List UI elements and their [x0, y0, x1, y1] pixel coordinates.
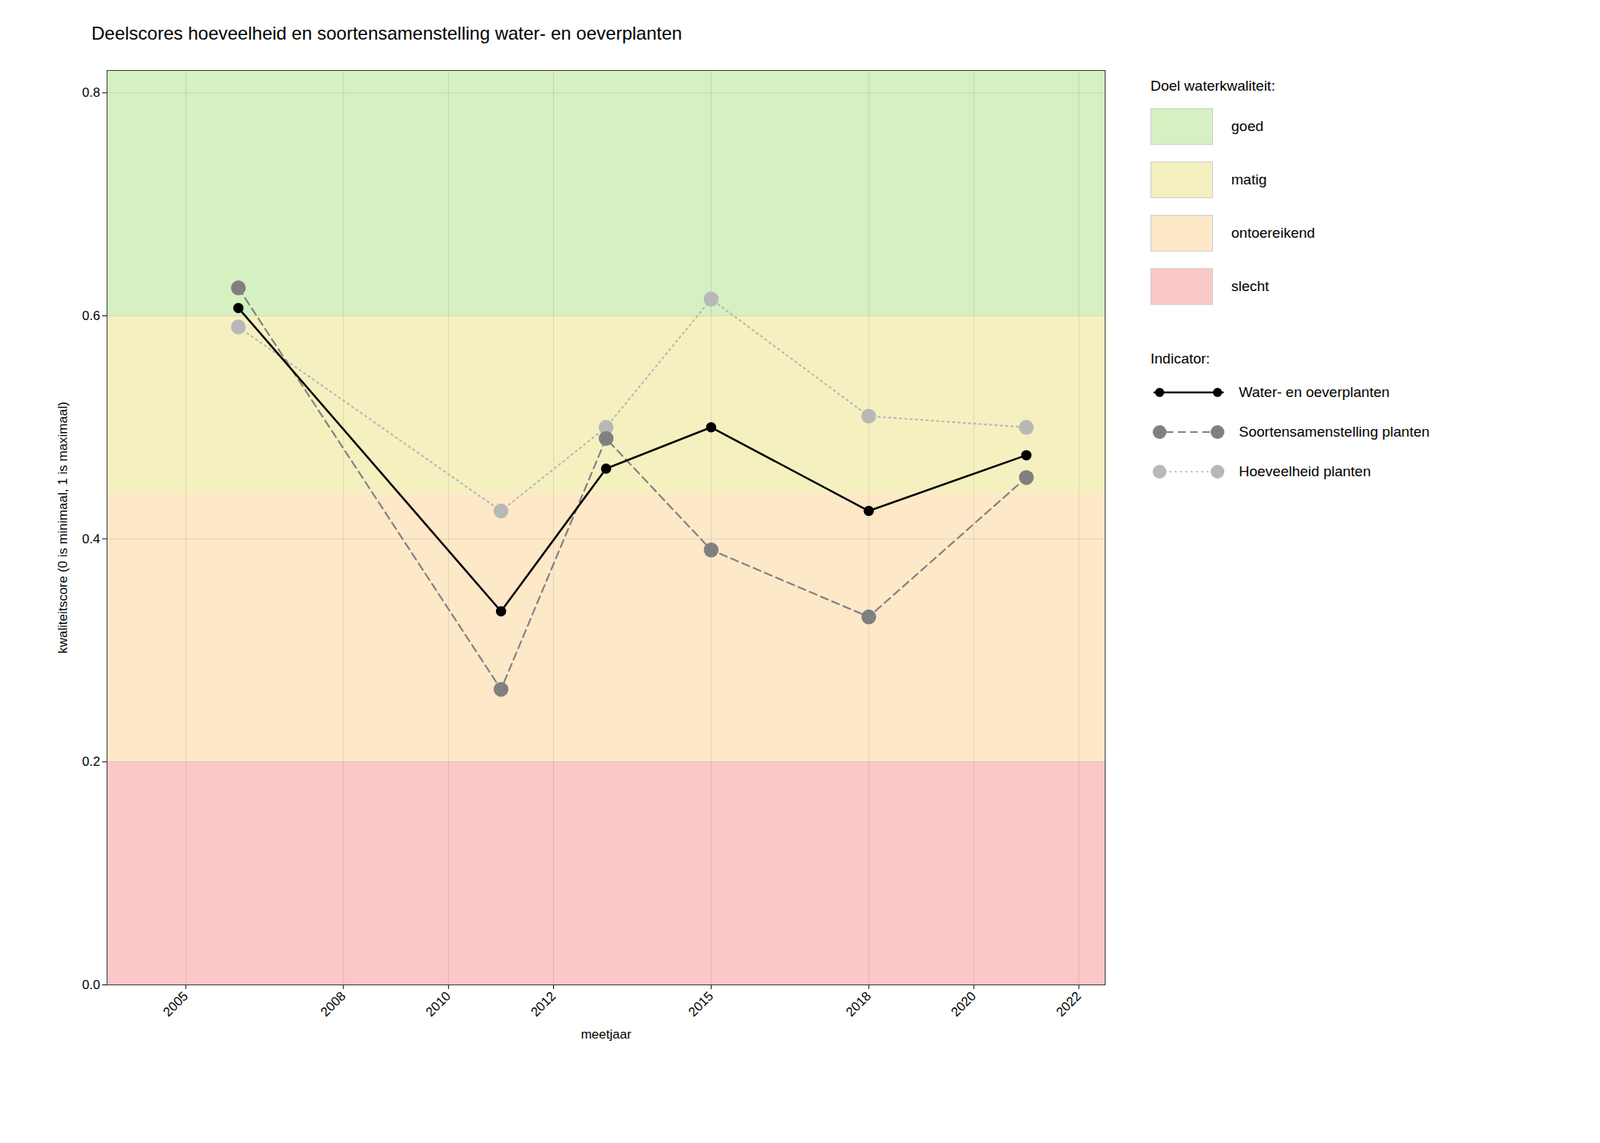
html-text:Soortensamenstelling planten: Soortensamenstelling planten [1238, 423, 1430, 440]
svg-text:0.4: 0.4 [82, 531, 101, 547]
svg-text:meetjaar: meetjaar [580, 1027, 631, 1042]
html-text:Water- en oeverplanten: Water- en oeverplanten [1238, 384, 1390, 400]
html-text:Hoeveelheid planten: Hoeveelheid planten [1238, 463, 1371, 480]
svg-text:2012: 2012 [528, 988, 559, 1020]
html-text:Indicator:: Indicator: [1150, 350, 1211, 367]
svg-text:2008: 2008 [317, 988, 349, 1020]
svg-text:2022: 2022 [1053, 988, 1085, 1020]
html-text:Deelscores hoeveelheid en soor: Deelscores hoeveelheid en soortensamenst… [91, 22, 682, 44]
svg-text:0.8: 0.8 [82, 85, 101, 100]
html-text:Doel waterkwaliteit:: Doel waterkwaliteit: [1150, 77, 1276, 94]
html-text:matig: matig [1231, 171, 1267, 188]
html-text:goed: goed [1231, 118, 1264, 135]
svg-text:0.0: 0.0 [82, 977, 101, 992]
html-text:slecht: slecht [1231, 278, 1270, 295]
svg-text:2015: 2015 [685, 988, 717, 1020]
svg-text:2005: 2005 [160, 988, 191, 1020]
svg-text:kwaliteitscore (0 is minimaal,: kwaliteitscore (0 is minimaal, 1 is maxi… [55, 401, 71, 654]
svg-text:2018: 2018 [843, 988, 874, 1020]
html-text:ontoereikend: ontoereikend [1231, 224, 1315, 241]
svg-text:2020: 2020 [948, 988, 980, 1020]
svg-text:0.6: 0.6 [82, 308, 101, 324]
svg-text:0.2: 0.2 [82, 754, 101, 769]
svg-text:2010: 2010 [422, 988, 454, 1020]
